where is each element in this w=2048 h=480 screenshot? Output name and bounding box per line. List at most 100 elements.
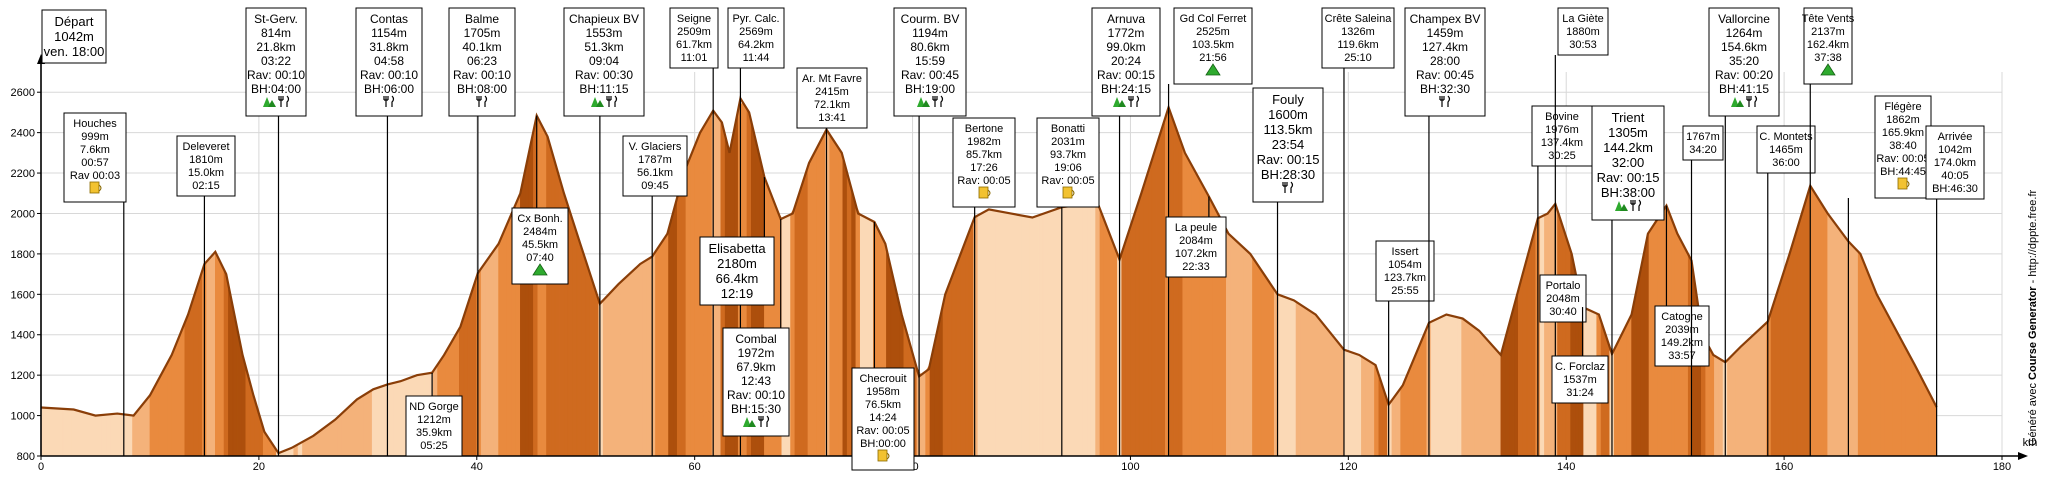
profile-slice [1487, 339, 1493, 457]
label-line: 85.7km [966, 149, 1002, 161]
label-line: 03:22 [261, 54, 291, 68]
profile-slice [1474, 326, 1480, 457]
profile-slice [1300, 304, 1306, 457]
profile-slice [833, 140, 839, 457]
label-box [405, 395, 463, 457]
profile-slice [1836, 224, 1842, 457]
profile-slice [1395, 387, 1401, 457]
label-line: 11:01 [681, 52, 708, 64]
profile-slice [1265, 275, 1271, 457]
profile-slice [1252, 256, 1258, 457]
profile-slice [345, 404, 351, 457]
profile-slice [350, 400, 356, 457]
profile-slice [1548, 205, 1554, 457]
label-line: Elisabetta [708, 241, 766, 256]
profile-slice [1923, 381, 1929, 457]
label-line: 2509m [677, 26, 711, 38]
label-box [1925, 125, 1985, 200]
label-line: 2048m [1546, 293, 1580, 305]
profile-slice [986, 209, 992, 457]
profile-slice [1823, 205, 1828, 457]
profile-slice [1714, 355, 1720, 457]
profile-slice [1718, 357, 1724, 457]
profile-slice [1818, 198, 1824, 457]
label-line: V. Glaciers [629, 141, 682, 153]
profile-slice [1831, 218, 1837, 457]
food-icon [1615, 199, 1642, 211]
label-line: La Giète [1562, 13, 1604, 25]
profile-slice [1295, 301, 1301, 457]
profile-slice [624, 273, 630, 457]
profile-slice [1857, 250, 1863, 457]
profile-slice [145, 394, 151, 457]
label-line: 11:44 [743, 52, 770, 64]
profile-slice [1866, 269, 1872, 457]
label-line: 1459m [1427, 26, 1464, 40]
y-tick-label: 2400 [11, 128, 35, 140]
profile-slice [467, 289, 473, 457]
profile-slice [1744, 338, 1750, 457]
x-axis-label: km [2023, 437, 2038, 449]
profile-slice [1178, 134, 1184, 457]
profile-slice [1452, 315, 1458, 457]
label-line: 13:41 [818, 112, 846, 124]
profile-slice [1840, 230, 1846, 457]
profile-slice [1226, 228, 1231, 457]
profile-slice [363, 392, 369, 457]
profile-slice [180, 322, 186, 457]
label-line: 51.3km [584, 40, 623, 54]
label-line: 1705m [464, 26, 501, 40]
food-icon [1113, 95, 1140, 107]
profile-slice [502, 223, 508, 457]
profile-slice [528, 131, 534, 457]
profile-slice [838, 147, 844, 457]
label-line: 1305m [1608, 125, 1648, 140]
profile-slice [1160, 117, 1166, 457]
profile-slice [393, 381, 399, 457]
label-line: Gd Col Ferret [1180, 13, 1247, 25]
profile-slice [127, 414, 133, 457]
label-line: BH:06:00 [364, 82, 414, 96]
profile-slice [1901, 340, 1907, 457]
profile-slice [1134, 199, 1140, 457]
profile-slice [1082, 204, 1088, 457]
profile-slice [1243, 247, 1249, 457]
label-line: 1326m [1341, 26, 1375, 38]
profile-slice [1069, 205, 1075, 457]
label-line: 07:40 [526, 252, 554, 264]
profile-slice [1439, 315, 1445, 457]
label-line: 25:55 [1391, 285, 1419, 297]
profile-slice [1042, 211, 1048, 457]
profile-slice [1905, 348, 1911, 457]
profile-slice [995, 210, 1001, 457]
profile-slice [1853, 246, 1859, 457]
profile-slice [1003, 211, 1009, 457]
label-box [1404, 7, 1486, 117]
label-line: 144.2km [1603, 140, 1653, 155]
profile-slice [1491, 344, 1497, 457]
label-line: BH:15:30 [731, 402, 781, 416]
y-tick-label: 1000 [11, 411, 35, 423]
profile-slice [951, 265, 957, 457]
label-line: Combal [735, 332, 776, 346]
label-line: 64.2km [738, 39, 774, 51]
label-box [563, 7, 645, 117]
label-line: Champex BV [1410, 12, 1481, 26]
y-tick-label: 2200 [11, 168, 35, 180]
profile-slice [812, 148, 817, 457]
label-line: 1976m [1545, 124, 1579, 136]
profile-slice [620, 277, 626, 457]
label-line: 1767m [1686, 131, 1720, 143]
generator-suffix: - http://dppte.free.fr [2027, 189, 2039, 286]
profile-slice [1143, 172, 1149, 457]
label-line: BH:41:15 [1719, 82, 1769, 96]
profile-slice [1448, 314, 1454, 457]
profile-slice [1522, 258, 1528, 457]
label-line: Deleveret [182, 141, 229, 153]
label-line: Vallorcine [1718, 12, 1770, 26]
profile-slice [1326, 327, 1332, 457]
